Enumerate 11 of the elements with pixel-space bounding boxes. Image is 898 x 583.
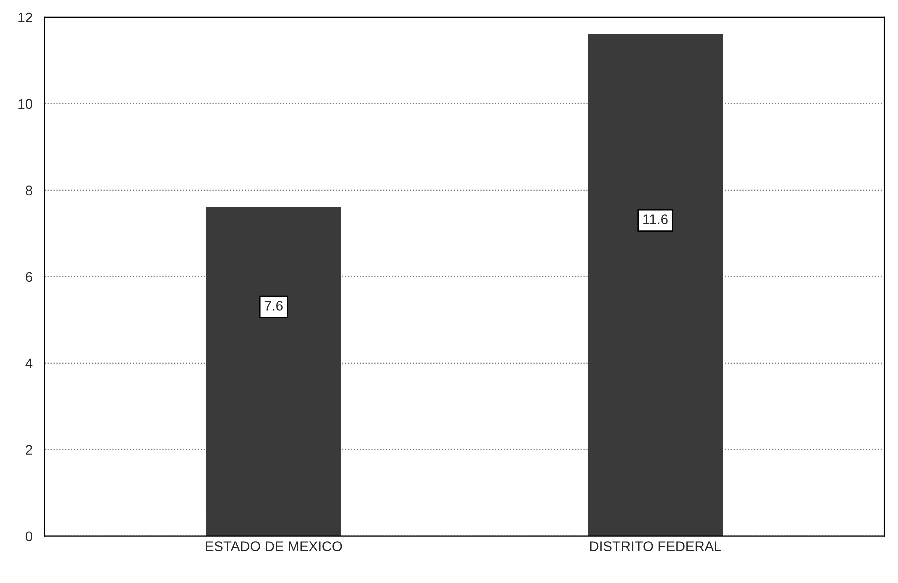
y-tick-label: 0	[26, 532, 33, 542]
y-tick-label: 6	[26, 272, 32, 282]
y-tick-label: 4	[26, 358, 33, 368]
y-tick-label: 12	[18, 12, 32, 23]
y-tick-label: 2	[26, 445, 32, 455]
y-tick-label: 10	[18, 99, 33, 110]
x-tick-label: ESTADO DE MEXICO	[206, 542, 342, 552]
x-tick-label: DISTRITO FEDERAL	[590, 542, 722, 552]
data-label: 11.6	[644, 214, 668, 224]
y-tick-label: 8	[26, 186, 32, 196]
data-label: 7.6	[264, 301, 283, 311]
